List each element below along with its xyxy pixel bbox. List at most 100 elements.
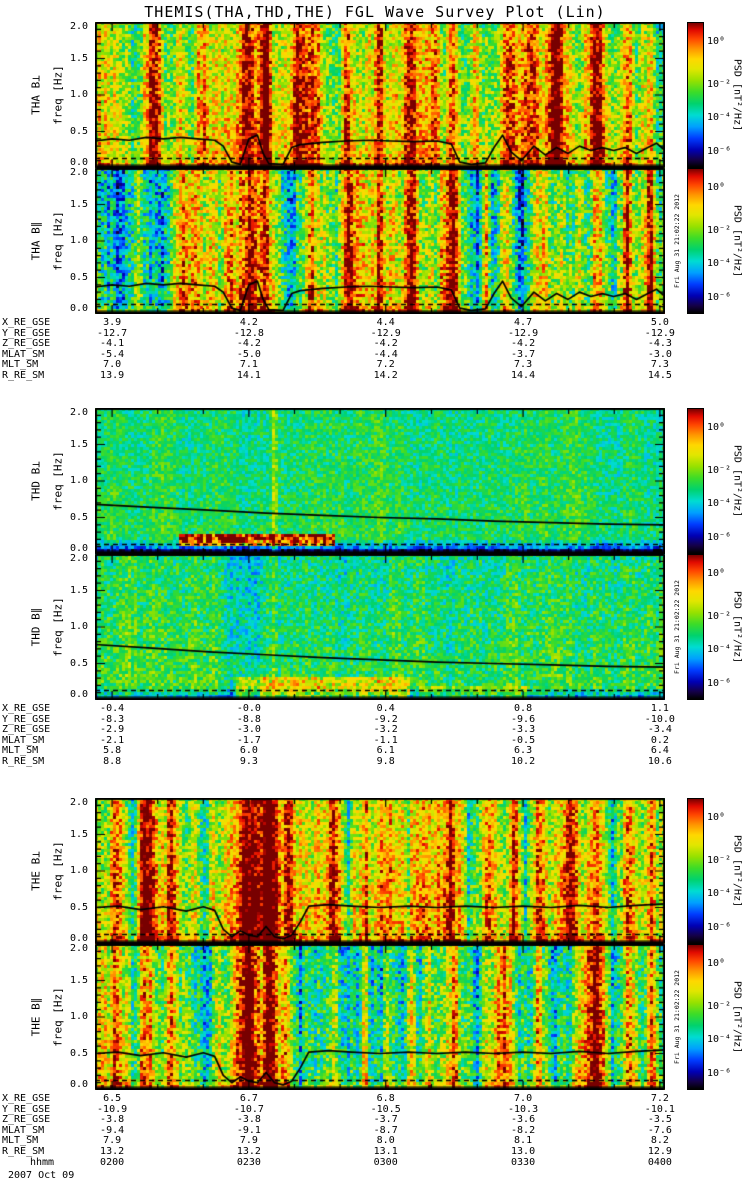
- psd-axis-label: PSD [nT²/Hz]: [731, 590, 743, 664]
- ephemeris-value: 13.9: [100, 369, 125, 381]
- ephemeris-value: -9.1: [236, 1124, 261, 1136]
- time-tick-label: 0300: [373, 1157, 398, 1168]
- ephemeris-row-label: R_RE_SM: [2, 369, 45, 381]
- ephemeris-value: 7.9: [103, 1135, 122, 1146]
- ephemeris-value: 5.0: [650, 317, 669, 328]
- spectrogram-thd-bpar: [95, 554, 665, 700]
- ephemeris-value: -4.3: [647, 338, 672, 349]
- ephemeris-value: 7.3: [650, 359, 669, 370]
- ephemeris-value: -12.9: [370, 327, 401, 339]
- ephemeris-value: -10.1: [644, 1103, 675, 1115]
- colorbar-tick-label: 10⁻²: [707, 1000, 732, 1012]
- freq-tick-label: 0.0: [69, 689, 88, 700]
- colorbar-tick-label: 10⁰: [707, 568, 726, 580]
- ephemeris-row-label: Z_RE_GSE: [2, 724, 51, 735]
- ephemeris-value: -0.5: [511, 734, 536, 746]
- panel-ylabel: THE B⊥: [29, 851, 43, 891]
- freq-tick-label: 0.5: [69, 657, 88, 669]
- colorbar-tick-label: 10⁻⁶: [707, 921, 732, 933]
- colorbar-tick-label: 10⁻²: [707, 610, 732, 622]
- ephemeris-value: -4.2: [511, 338, 536, 349]
- ephemeris-value: -3.5: [647, 1114, 672, 1125]
- spectrogram-the-bpar: [95, 944, 665, 1090]
- freq-tick-label: 1.0: [69, 475, 88, 486]
- ephemeris-value: 0.2: [650, 734, 669, 746]
- ephemeris-value: 14.2: [373, 369, 398, 381]
- ephemeris-value: 9.3: [239, 755, 258, 767]
- time-tick-label: 0330: [511, 1157, 536, 1168]
- freq-tick-label: 0.5: [69, 511, 88, 523]
- ephemeris-value: -4.4: [373, 348, 398, 360]
- ephemeris-value: -10.0: [644, 713, 675, 725]
- ephemeris-value: 6.0: [239, 745, 258, 756]
- colorbar-tick-label: 10⁻²: [707, 464, 732, 476]
- ephemeris-value: -3.8: [236, 1114, 261, 1125]
- freq-tick-label: 0.0: [69, 157, 88, 168]
- ephemeris-value: 4.2: [239, 317, 258, 328]
- ephemeris-value: 9.8: [376, 755, 395, 767]
- freq-tick-label: 1.5: [69, 828, 88, 840]
- ephemeris-value: 7.1: [239, 359, 258, 370]
- colorbar-tick-label: 10⁻⁴: [707, 498, 732, 510]
- freq-tick-label: 2.0: [69, 21, 88, 32]
- ephemeris-value: -1.1: [373, 734, 398, 746]
- ephemeris-value: -3.3: [511, 724, 536, 735]
- ephemeris-value: 13.2: [100, 1145, 125, 1157]
- ephemeris-value: -0.4: [100, 703, 125, 714]
- ephemeris-value: 14.4: [511, 369, 536, 381]
- ephemeris-value: 0.4: [376, 703, 395, 714]
- freq-tick-label: 0.0: [69, 933, 88, 944]
- psd-axis-label: PSD [nT²/Hz]: [731, 58, 743, 132]
- ephemeris-value: 14.5: [647, 369, 672, 381]
- freq-tick-label: 1.5: [69, 974, 88, 986]
- ephemeris-row-label: X_RE_GSE: [2, 317, 51, 328]
- ephemeris-value: -8.3: [100, 713, 125, 725]
- colorbar-tick-label: 10⁻⁶: [707, 291, 732, 303]
- panel-ylabel: THE B∥: [29, 997, 43, 1037]
- colorbar-tick-label: 10⁻⁴: [707, 888, 732, 900]
- ephemeris-value: 6.5: [103, 1093, 122, 1104]
- colorbar-tick-label: 10⁻⁴: [707, 1034, 732, 1046]
- ephemeris-row-label: Y_RE_GSE: [2, 713, 51, 725]
- colorbar-tick-label: 10⁰: [707, 36, 726, 48]
- time-tick-label: 0200: [100, 1157, 125, 1168]
- freq-tick-label: 1.0: [69, 89, 88, 100]
- panel-ylabel: THA B⊥: [29, 75, 43, 115]
- time-tick-label: 0400: [647, 1157, 672, 1168]
- colorbar-tick-label: 10⁻⁴: [707, 258, 732, 270]
- ephemeris-value: 8.8: [103, 755, 122, 767]
- freq-tick-label: 0.5: [69, 125, 88, 137]
- ephemeris-value: -3.7: [373, 1114, 398, 1125]
- ephemeris-value: 14.1: [236, 369, 261, 381]
- ephemeris-row-label: R_RE_SM: [2, 1145, 45, 1157]
- ephemeris-value: -8.7: [373, 1124, 398, 1136]
- time-axis-label: hhmm: [30, 1157, 55, 1168]
- ephemeris-value: -3.2: [373, 724, 398, 735]
- ephemeris-value: 8.2: [650, 1135, 669, 1146]
- ephemeris-value: -3.0: [647, 348, 672, 360]
- freq-tick-label: 0.5: [69, 901, 88, 913]
- colorbar-tick-label: 10⁻²: [707, 78, 732, 90]
- freq-tick-label: 1.0: [69, 235, 88, 246]
- ephemeris-row-label: MLAT_SM: [2, 734, 45, 746]
- colorbar-tick-label: 10⁻⁶: [707, 531, 732, 543]
- colorbar-tick-label: 10⁰: [707, 958, 726, 970]
- freq-tick-label: 1.0: [69, 621, 88, 632]
- ephemeris-value: 6.3: [514, 745, 533, 756]
- ephemeris-value: -10.7: [233, 1103, 264, 1115]
- colorbar-tick-label: 10⁻⁴: [707, 112, 732, 124]
- ephemeris-value: -12.9: [644, 327, 675, 339]
- colorbar-tick-label: 10⁻⁶: [707, 145, 732, 157]
- colorbar: [687, 798, 704, 944]
- ephemeris-row-label: X_RE_GSE: [2, 1093, 51, 1104]
- spectrogram-the-bperp: [95, 798, 665, 944]
- time-tick-label: 0230: [236, 1157, 261, 1168]
- freq-tick-label: 2.0: [69, 797, 88, 808]
- render-timestamp: Fri Aug 31 21:02:22 2012: [673, 580, 681, 674]
- ephemeris-row-label: Y_RE_GSE: [2, 327, 51, 339]
- date-label: 2007 Oct 09: [8, 1170, 75, 1181]
- ephemeris-value: -10.9: [97, 1103, 128, 1115]
- colorbar: [687, 944, 704, 1090]
- ephemeris-value: -3.4: [647, 724, 672, 735]
- ephemeris-value: 7.9: [239, 1135, 258, 1146]
